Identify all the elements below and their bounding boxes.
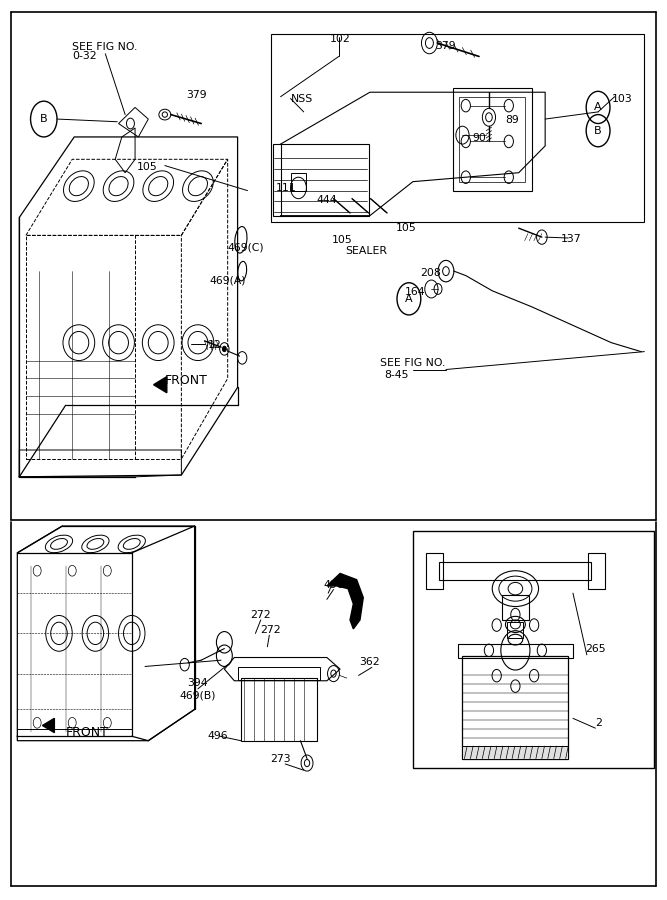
Text: 379: 379: [436, 40, 456, 50]
Polygon shape: [153, 377, 167, 392]
Text: SEE FIG NO.: SEE FIG NO.: [72, 41, 137, 51]
Bar: [273, 144, 369, 216]
Text: 12: 12: [207, 340, 221, 350]
Text: 272: 272: [250, 609, 271, 619]
Text: FRONT: FRONT: [165, 374, 208, 387]
Text: 164: 164: [406, 287, 426, 297]
Text: 394: 394: [187, 678, 208, 688]
Bar: [237, 668, 320, 680]
Text: A: A: [594, 103, 602, 112]
Text: 265: 265: [585, 644, 606, 654]
Text: B: B: [40, 114, 47, 124]
Text: 444: 444: [317, 194, 338, 204]
Text: 0-32: 0-32: [72, 51, 97, 61]
Text: 273: 273: [270, 753, 291, 763]
Text: 272: 272: [260, 625, 281, 634]
Bar: [271, 34, 644, 222]
Text: 469(C): 469(C): [227, 243, 264, 253]
Text: 362: 362: [360, 657, 380, 667]
Bar: [458, 644, 573, 658]
Polygon shape: [43, 718, 55, 733]
Text: 111: 111: [275, 183, 296, 193]
Bar: [502, 595, 529, 620]
Bar: [459, 96, 526, 182]
Text: SEALER: SEALER: [346, 247, 388, 256]
Text: 105: 105: [396, 223, 417, 233]
Text: 105: 105: [137, 162, 157, 173]
Text: A: A: [405, 293, 413, 304]
Polygon shape: [327, 573, 364, 629]
Text: 8-45: 8-45: [384, 370, 409, 380]
Bar: [241, 678, 317, 741]
Text: 103: 103: [612, 94, 632, 104]
Text: 90: 90: [472, 133, 486, 143]
Text: 2: 2: [595, 718, 602, 728]
Text: 102: 102: [329, 33, 350, 43]
Text: FRONT: FRONT: [65, 726, 109, 739]
Bar: [462, 746, 568, 759]
Bar: [413, 530, 654, 768]
Bar: [291, 173, 305, 191]
Text: B: B: [594, 126, 602, 136]
Bar: [453, 88, 532, 191]
Text: NSS: NSS: [291, 94, 313, 104]
Bar: [508, 622, 524, 638]
Bar: [462, 656, 568, 759]
Text: SEE FIG NO.: SEE FIG NO.: [380, 358, 445, 368]
Circle shape: [222, 346, 226, 352]
Text: 137: 137: [560, 234, 581, 244]
Text: 469(B): 469(B): [179, 690, 216, 700]
Text: 496: 496: [207, 731, 228, 742]
Text: 105: 105: [331, 235, 352, 245]
Text: 379: 379: [187, 90, 207, 100]
Text: 469(A): 469(A): [210, 275, 246, 285]
Text: 89: 89: [505, 115, 519, 125]
Text: 496: 496: [323, 580, 344, 590]
Text: 208: 208: [420, 268, 440, 278]
